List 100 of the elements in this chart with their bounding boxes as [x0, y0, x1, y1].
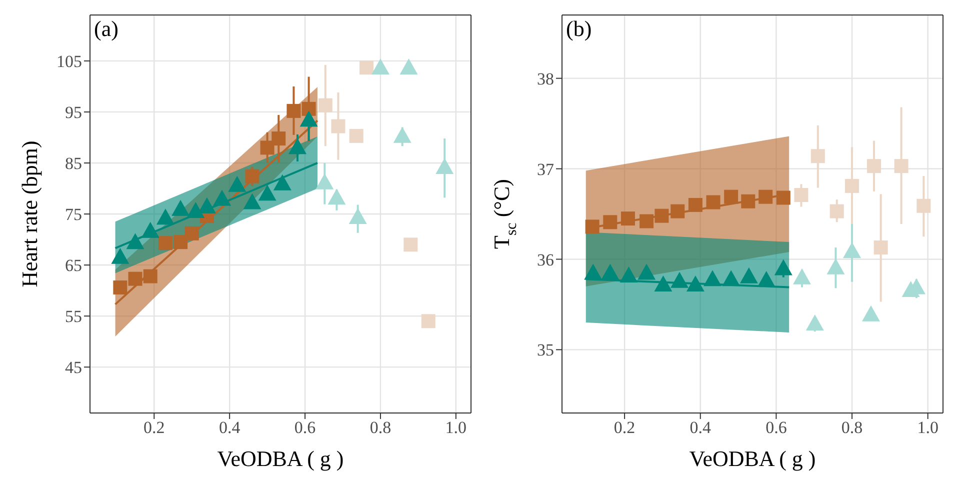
point	[654, 208, 669, 223]
point	[360, 60, 374, 75]
point	[300, 110, 318, 127]
point	[722, 270, 740, 286]
point	[260, 140, 274, 155]
point	[128, 272, 142, 286]
point	[620, 266, 638, 283]
point	[774, 259, 792, 276]
point	[706, 195, 720, 210]
point	[288, 138, 306, 154]
point	[316, 173, 334, 190]
point	[286, 104, 301, 118]
x-tick-label: 1.0	[917, 418, 938, 438]
point	[584, 264, 602, 280]
point	[830, 204, 844, 218]
y-tick-label: 45	[65, 358, 82, 378]
point	[620, 212, 635, 226]
x-tick-label: 0.6	[766, 418, 787, 438]
point	[328, 188, 346, 205]
point	[272, 131, 286, 146]
x-tick-label: 0.4	[218, 418, 241, 438]
point	[704, 270, 722, 286]
point	[245, 169, 260, 184]
point	[421, 314, 436, 328]
point	[228, 176, 246, 192]
point	[331, 119, 346, 134]
point	[792, 268, 811, 284]
point	[393, 126, 412, 143]
point	[158, 236, 172, 250]
point	[640, 214, 654, 228]
point	[862, 305, 880, 322]
point	[111, 248, 130, 264]
point	[141, 222, 160, 238]
point	[184, 226, 199, 240]
y-tick-label: 65	[65, 256, 82, 276]
y-tick-label: 95	[65, 102, 82, 122]
point	[404, 238, 418, 252]
x-tick-label: 0.4	[690, 418, 712, 438]
point	[349, 128, 364, 143]
point	[371, 58, 390, 75]
point	[794, 188, 808, 202]
point	[776, 190, 790, 205]
point	[806, 314, 824, 330]
point	[916, 198, 931, 213]
point	[874, 240, 888, 254]
point	[867, 159, 882, 174]
y-tick-label: 75	[65, 205, 82, 224]
y-tick-label: 36	[537, 250, 554, 270]
point	[757, 271, 776, 288]
point	[400, 58, 418, 75]
x-tick-label: 0.2	[144, 418, 165, 438]
point	[436, 158, 454, 174]
point	[826, 258, 845, 274]
point	[741, 194, 756, 208]
y-tick-label: 55	[65, 307, 82, 326]
point	[603, 215, 618, 230]
point	[258, 184, 276, 201]
point	[243, 193, 262, 210]
point	[213, 190, 232, 206]
x-tick-label: 0.8	[841, 418, 863, 438]
point	[843, 242, 862, 258]
x-tick-label: 1.0	[445, 418, 467, 438]
y-tick-label: 85	[65, 154, 82, 174]
point	[758, 190, 773, 204]
y-tick-label: 105	[56, 52, 82, 71]
point	[810, 149, 825, 164]
x-axis-title: VeODBA ( g )	[217, 446, 344, 471]
x-tick-label: 0.2	[614, 418, 636, 438]
point	[302, 102, 316, 116]
point	[688, 198, 702, 212]
y-tick-label: 37	[537, 160, 554, 179]
x-axis-title: VeODBA ( g )	[689, 446, 816, 471]
point	[654, 276, 672, 292]
point	[845, 178, 860, 193]
y-tick-label: 38	[537, 69, 554, 88]
point	[174, 235, 188, 250]
x-tick-label: 0.8	[370, 418, 392, 438]
chart-title: (b)	[566, 16, 592, 42]
point	[686, 276, 704, 292]
point	[585, 220, 600, 234]
point	[740, 267, 758, 284]
point	[172, 200, 190, 216]
point	[156, 208, 174, 225]
y-axis-title: Heart rate (bpm)	[17, 140, 42, 288]
point	[724, 190, 738, 204]
x-tick-label: 0.6	[294, 418, 316, 438]
point	[894, 159, 908, 174]
chart-title: (a)	[94, 16, 118, 42]
point	[638, 264, 656, 280]
point	[186, 202, 205, 218]
point	[273, 174, 292, 190]
point	[670, 204, 685, 218]
point	[318, 98, 332, 112]
point	[143, 269, 158, 284]
point	[601, 264, 620, 280]
y-tick-label: 35	[537, 340, 554, 360]
point	[670, 272, 689, 288]
point	[126, 233, 144, 250]
point	[113, 280, 128, 294]
point	[348, 208, 367, 224]
